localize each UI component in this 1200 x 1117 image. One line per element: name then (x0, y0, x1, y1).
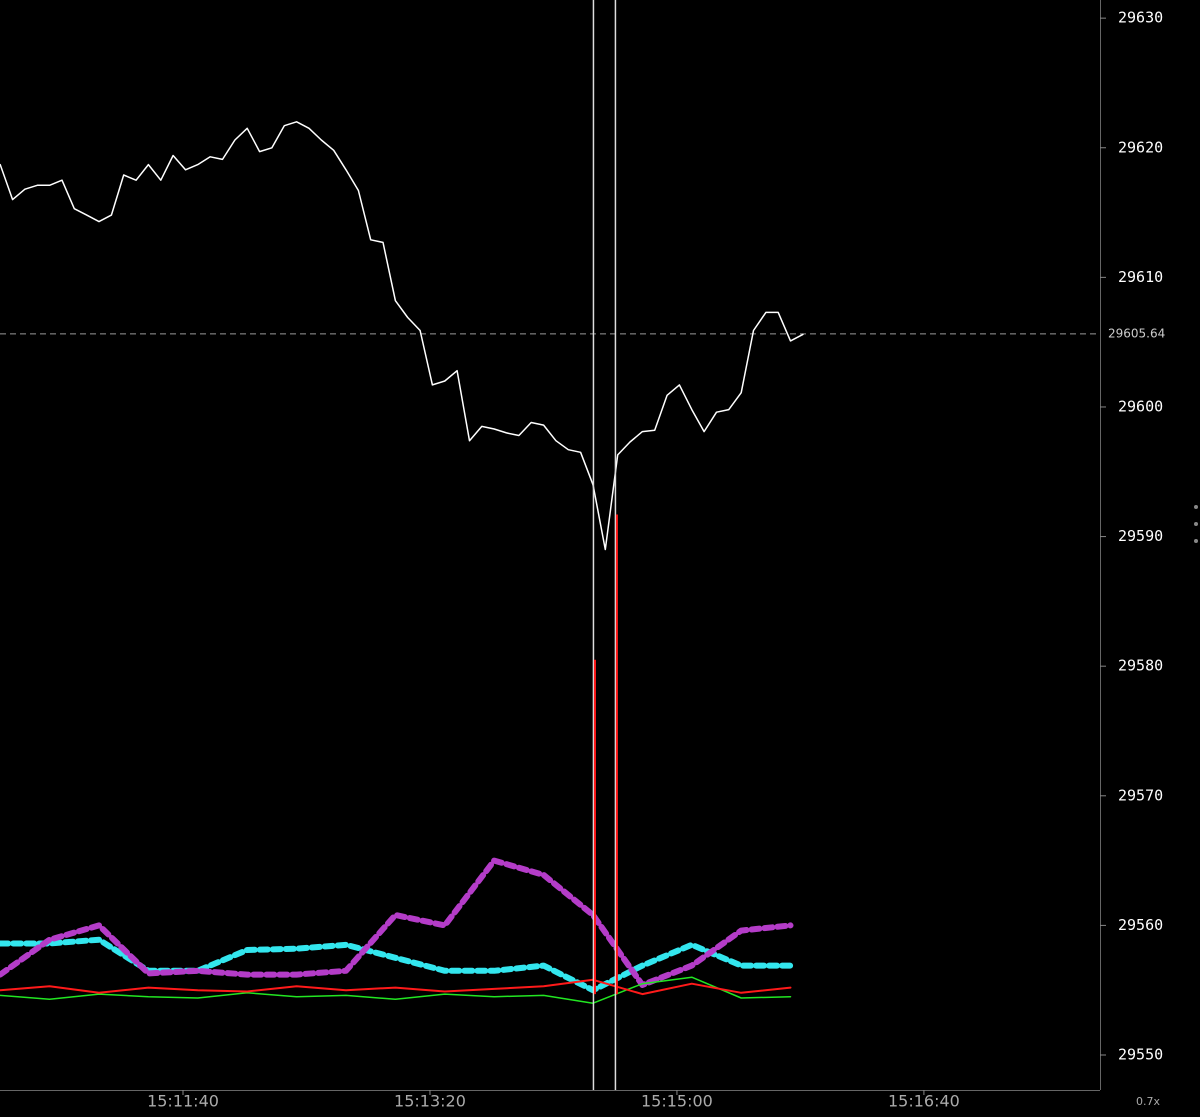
y-tick-label: 29600 (1118, 397, 1163, 415)
y-tick-label: 29610 (1118, 268, 1163, 286)
y-tick-label: 29560 (1118, 916, 1163, 934)
x-tick-label: 15:15:00 (641, 1092, 713, 1111)
last-price-label: 29605.64 (1108, 326, 1165, 340)
indicator-line (0, 857, 794, 988)
indicator-line (0, 978, 792, 996)
last-price-box (1101, 323, 1171, 344)
x-tick-label: 15:16:40 (888, 1092, 960, 1111)
handle-dot[interactable] (1194, 522, 1198, 526)
y-tick-label: 29630 (1118, 9, 1163, 27)
zoom-label[interactable]: 0.7x (1136, 1095, 1160, 1108)
y-tick-label: 29580 (1118, 657, 1163, 675)
y-tick-label: 29620 (1118, 138, 1163, 156)
handle-dot[interactable] (1194, 505, 1198, 509)
indicator-line (0, 976, 792, 1004)
y-tick-label: 29570 (1118, 786, 1163, 804)
price-line (0, 121, 804, 551)
x-tick-label: 15:11:40 (147, 1092, 219, 1111)
y-tick-label: 29550 (1118, 1046, 1163, 1064)
handle-dot[interactable] (1194, 539, 1198, 543)
x-tick-label: 15:13:20 (394, 1092, 466, 1111)
y-tick-label: 29590 (1118, 527, 1163, 545)
